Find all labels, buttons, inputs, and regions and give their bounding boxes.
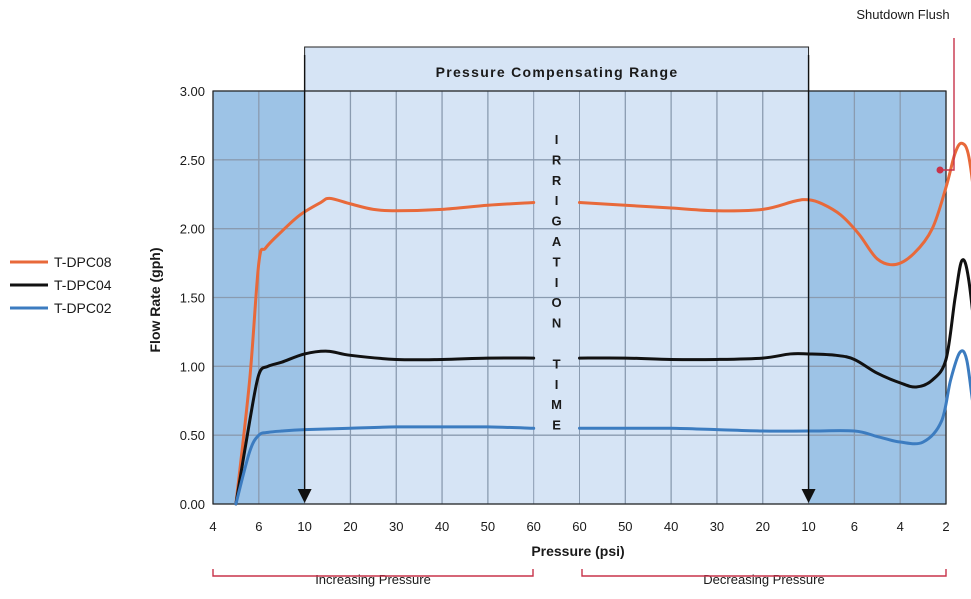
x-tick-label: 4 <box>209 519 216 534</box>
irrigation-time-letter: T <box>553 254 561 269</box>
series-line-t-dpc02 <box>578 349 971 446</box>
irrigation-time-letter: I <box>555 193 559 208</box>
legend-label-t-dpc02: T-DPC02 <box>54 300 112 316</box>
irrigation-time-letter: R <box>552 173 562 188</box>
plot-frame <box>212 90 947 505</box>
chart-labels: Pressure Compensating Range Pressure (ps… <box>147 7 955 587</box>
series-lines <box>234 55 971 506</box>
x-tick-label: 4 <box>897 519 904 534</box>
x-tick-label: 30 <box>710 519 724 534</box>
series-line-t-dpc08 <box>234 196 536 506</box>
series-line-t-dpc08 <box>578 141 971 267</box>
y-tick-label: 2.00 <box>180 222 205 237</box>
irrigation-time-letter: I <box>555 132 559 147</box>
x-tick-label: 2 <box>942 519 949 534</box>
irrigation-time-letter: I <box>555 377 559 392</box>
legend-label-t-dpc08: T-DPC08 <box>54 254 112 270</box>
shutdown-flush-leader <box>940 38 955 171</box>
x-tick-label: 6 <box>255 519 262 534</box>
x-tick-label: 60 <box>526 519 540 534</box>
shutdown-flush-marker <box>936 166 944 174</box>
increasing-pressure-bracket <box>212 569 534 577</box>
x-tick-label: 40 <box>435 519 449 534</box>
irrigation-time-letter: O <box>552 295 562 310</box>
range-boundary-arrow <box>801 489 816 503</box>
y-tick-label: 0.00 <box>180 497 205 512</box>
x-tick-label: 50 <box>618 519 632 534</box>
irrigation-time-letter: E <box>552 418 561 433</box>
irrigation-time-letter: G <box>552 214 562 229</box>
y-tick-label: 1.00 <box>180 359 205 374</box>
x-tick-label: 10 <box>801 519 815 534</box>
irrigation-time-letter: T <box>553 356 561 371</box>
x-tick-label: 10 <box>297 519 311 534</box>
series-line-t-dpc04 <box>234 349 536 506</box>
legend: T-DPC08 T-DPC04 T-DPC02 <box>10 254 112 316</box>
irrigation-time-letter: M <box>551 397 562 412</box>
pressure-compensating-range-label: Pressure Compensating Range <box>436 64 679 80</box>
legend-label-t-dpc04: T-DPC04 <box>54 277 112 293</box>
y-tick-label: 1.50 <box>180 291 205 306</box>
y-axis-title: Flow Rate (gph) <box>147 248 163 353</box>
x-tick-label: 20 <box>343 519 357 534</box>
x-tick-label: 50 <box>481 519 495 534</box>
irrigation-time-letter: R <box>552 152 562 167</box>
x-tick-label: 30 <box>389 519 403 534</box>
decreasing-pressure-bracket <box>581 569 947 577</box>
x-axis-title: Pressure (psi) <box>531 543 624 559</box>
x-tick-label: 6 <box>851 519 858 534</box>
x-tick-label: 20 <box>756 519 770 534</box>
y-tick-label: 0.50 <box>180 428 205 443</box>
range-boundary-arrow <box>297 489 312 503</box>
shutdown-flush-annotation: Shutdown Flush <box>856 7 949 22</box>
irrigation-time-letter: N <box>552 316 561 331</box>
series-line-t-dpc04 <box>578 258 971 389</box>
y-tick-label: 3.00 <box>180 84 205 99</box>
decreasing-pressure-label: Decreasing Pressure <box>703 572 824 587</box>
x-tick-label: 60 <box>572 519 586 534</box>
irrigation-time-letter: I <box>555 275 559 290</box>
y-tick-label: 2.50 <box>180 153 205 168</box>
x-tick-label: 40 <box>664 519 678 534</box>
irrigation-time-letter: A <box>552 234 562 249</box>
increasing-pressure-label: Increasing Pressure <box>315 572 431 587</box>
